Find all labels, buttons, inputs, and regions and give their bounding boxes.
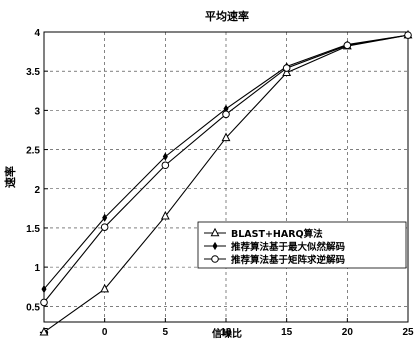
data-point bbox=[161, 161, 170, 170]
x-axis-title: 信噪比 bbox=[212, 327, 242, 340]
y-tick-label: 0.5 bbox=[26, 302, 40, 313]
y-tick-label: 4 bbox=[34, 28, 40, 39]
data-point bbox=[100, 283, 110, 293]
gridlines bbox=[43, 31, 409, 322]
x-tick-label: 15 bbox=[281, 327, 293, 338]
y-tick-label: 1.5 bbox=[26, 224, 40, 235]
y-tick-label: 1 bbox=[34, 263, 40, 274]
data-point bbox=[100, 223, 109, 231]
data-point bbox=[221, 132, 231, 142]
legend-entry: 推荐算法基于最大似然解码 bbox=[204, 241, 346, 253]
data-point bbox=[39, 326, 49, 336]
x-tick-label: 25 bbox=[402, 327, 414, 338]
legend-box bbox=[197, 221, 407, 269]
legend-label: 推荐算法基于矩阵求逆解码 bbox=[231, 254, 346, 266]
data-point bbox=[41, 284, 47, 294]
data-point bbox=[160, 210, 170, 220]
y-tick-label: 3.5 bbox=[26, 67, 40, 78]
data-point bbox=[282, 64, 291, 72]
data-point bbox=[404, 31, 412, 39]
y-axis-title: 速率 bbox=[3, 166, 17, 188]
data-point bbox=[102, 213, 108, 222]
data-point bbox=[282, 67, 292, 77]
y-tick-label: 3 bbox=[34, 106, 40, 117]
legend-entry: 推荐算法基于矩阵求逆解码 bbox=[204, 254, 346, 266]
x-tick-label: 5 bbox=[163, 327, 169, 338]
axis-ticks: -505101520250.511.522.533.54 bbox=[26, 28, 414, 338]
data-point bbox=[162, 152, 168, 161]
series-circle bbox=[40, 31, 412, 307]
x-tick-label: 20 bbox=[342, 327, 354, 338]
legend-marker bbox=[211, 255, 219, 263]
data-point bbox=[40, 298, 48, 307]
data-point bbox=[343, 41, 352, 50]
y-tick-label: 2 bbox=[34, 185, 40, 196]
x-tick-label: 10 bbox=[220, 327, 232, 338]
y-tick-label: 2.5 bbox=[26, 146, 40, 157]
chart-title: 平均速率 bbox=[205, 9, 249, 23]
data-point bbox=[222, 110, 230, 119]
legend-marker bbox=[210, 227, 220, 237]
legend-entry: BLAST+HARQ算法 bbox=[204, 227, 323, 240]
x-tick-label: 0 bbox=[102, 327, 108, 338]
legend-label: BLAST+HARQ算法 bbox=[231, 228, 323, 240]
legend-label: 推荐算法基于最大似然解码 bbox=[231, 241, 346, 253]
series-lines bbox=[39, 29, 413, 336]
legend-marker bbox=[212, 241, 218, 251]
